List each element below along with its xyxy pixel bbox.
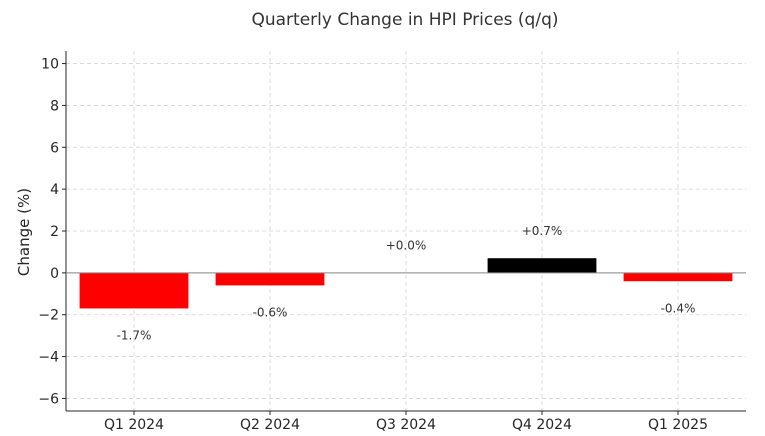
x-tick-label: Q1 2024 [104, 417, 164, 433]
y-axis-title: Change (%) [15, 188, 33, 276]
x-tick-label: Q2 2024 [240, 417, 300, 433]
bar [487, 258, 597, 273]
data-label: -0.4% [661, 301, 696, 315]
x-tick-label: Q3 2024 [376, 417, 436, 433]
bar [79, 272, 189, 309]
bars [79, 258, 733, 309]
chart-title: Quarterly Change in HPI Prices (q/q) [251, 10, 558, 30]
y-tick-label: 8 [50, 98, 59, 114]
y-tick-label: 0 [50, 266, 59, 282]
bar [215, 272, 325, 286]
y-tick-label: 6 [50, 140, 59, 156]
y-tick-label: −2 [38, 308, 59, 324]
tick-labels: −6 −4 −2 0 2 4 6 8 10 Q1 2024 Q2 2024 Q3 2024 Q4 202… [38, 57, 708, 433]
x-tick-label: Q1 2025 [648, 417, 708, 433]
y-tick-label: −6 [38, 391, 59, 407]
y-tick-label: −4 [38, 350, 59, 366]
y-tick-label: 10 [41, 57, 59, 73]
data-label: -1.7% [117, 329, 152, 343]
bar [623, 272, 733, 282]
grid [66, 51, 746, 411]
y-tick-label: 2 [50, 224, 59, 240]
x-tick-label: Q4 2024 [512, 417, 572, 433]
data-label: +0.7% [522, 224, 563, 238]
data-label: +0.0% [386, 239, 427, 253]
data-labels: -1.7% -0.6% +0.0% +0.7% -0.4% [117, 224, 696, 343]
y-tick-label: 4 [50, 182, 59, 198]
data-label: -0.6% [253, 306, 288, 320]
